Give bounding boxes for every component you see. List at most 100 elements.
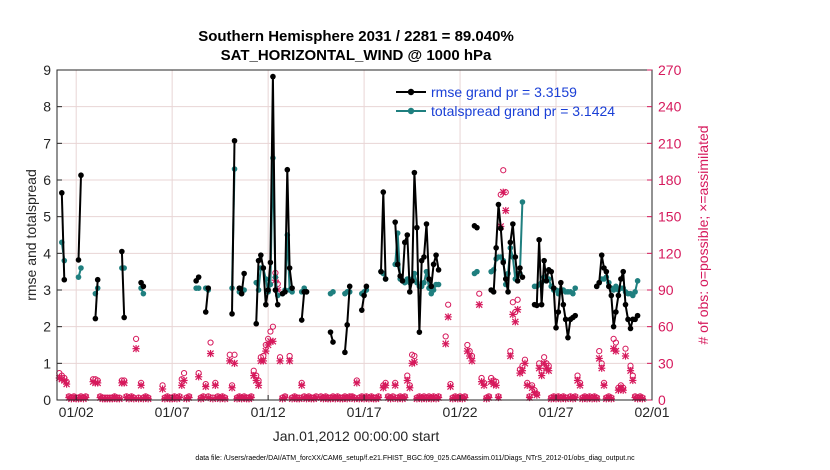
rmse-point bbox=[598, 252, 605, 258]
obs-possible-point bbox=[442, 333, 449, 340]
rmse-point bbox=[512, 254, 519, 260]
rmse-point bbox=[430, 261, 437, 268]
rmse-point bbox=[78, 172, 84, 179]
obs-assimilated-point bbox=[593, 395, 601, 403]
rmse-line-segment bbox=[77, 175, 82, 260]
y-axis-left-label: rmse and totalspread bbox=[23, 169, 39, 301]
legend-rmse-label: rmse grand pr = 3.3159 bbox=[431, 84, 577, 100]
totalspread-point bbox=[519, 199, 526, 205]
obs-assimilated-point bbox=[254, 381, 263, 389]
rmse-point bbox=[378, 268, 384, 275]
left-tick-label: 4 bbox=[43, 245, 51, 261]
obs-assimilated-point bbox=[514, 305, 522, 314]
rmse-point bbox=[497, 225, 504, 232]
left-tick-label: 1 bbox=[43, 355, 51, 371]
obs-assimilated-point bbox=[607, 395, 615, 403]
left-tick-label: 6 bbox=[43, 172, 51, 188]
right-tick-label: 30 bbox=[658, 355, 674, 371]
right-tick-label: 240 bbox=[658, 99, 682, 115]
rmse-line-segment bbox=[394, 171, 440, 334]
obs-assimilated-point bbox=[638, 395, 647, 403]
obs-assimilated-point bbox=[442, 340, 450, 348]
obs-assimilated-point bbox=[195, 373, 203, 381]
rmse-point bbox=[397, 273, 403, 279]
left-tick-label: 5 bbox=[43, 209, 51, 225]
rmse-point bbox=[361, 292, 367, 299]
obs-assimilated-point bbox=[468, 357, 476, 365]
obs-assimilated-point bbox=[410, 358, 418, 366]
obs-assimilated-point bbox=[353, 379, 361, 387]
left-axis-ticks: 0 1 2 3 4 5 6 7 8 9 bbox=[43, 62, 62, 408]
totalspread-point bbox=[75, 274, 82, 280]
obs-assimilated-point bbox=[137, 381, 145, 389]
obs-assimilated-point bbox=[406, 384, 414, 392]
obs-assimilated-point bbox=[595, 354, 603, 363]
rmse-line-segment bbox=[534, 238, 576, 339]
rmse-point bbox=[258, 252, 264, 258]
right-tick-label: 60 bbox=[658, 319, 674, 335]
rmse-point bbox=[416, 329, 423, 335]
rmse-point bbox=[411, 169, 418, 176]
left-tick-label: 7 bbox=[43, 135, 51, 151]
rmse-point bbox=[363, 283, 370, 290]
rmse-point bbox=[195, 274, 202, 280]
rmse-point bbox=[392, 219, 398, 225]
rmse-point bbox=[92, 315, 99, 322]
obs-possible-point bbox=[464, 341, 471, 349]
rmse-line-segment bbox=[490, 203, 524, 293]
rmse-point bbox=[327, 329, 334, 335]
x-tick-label: 01/07 bbox=[155, 404, 190, 420]
rmse-point bbox=[502, 276, 509, 282]
obs-assimilated-point bbox=[598, 364, 606, 372]
rmse-point bbox=[428, 283, 435, 290]
rmse-point bbox=[618, 276, 624, 282]
rmse-line-segment bbox=[281, 168, 294, 295]
right-axis-ticks: 0 30 60 90 120 150 180 210 240 270 bbox=[647, 62, 682, 408]
rmse-point bbox=[627, 325, 634, 332]
rmse-point bbox=[346, 283, 353, 290]
rmse-point bbox=[514, 278, 521, 284]
rmse-point bbox=[265, 287, 271, 293]
chart-title-line2: SAT_HORIZONTAL_WIND @ 1000 hPa bbox=[221, 47, 492, 64]
obs-assimilated-point bbox=[259, 357, 267, 365]
left-tick-label: 0 bbox=[43, 392, 51, 408]
rmse-point bbox=[505, 289, 511, 295]
rmse-point bbox=[517, 265, 523, 271]
rmse-point bbox=[543, 278, 550, 284]
left-tick-label: 2 bbox=[43, 319, 51, 335]
right-tick-label: 150 bbox=[658, 209, 682, 225]
obs-assimilated-point bbox=[211, 381, 219, 389]
rmse-point bbox=[620, 268, 627, 275]
x-tick-label: 01/22 bbox=[443, 404, 478, 420]
rmse-point bbox=[490, 289, 497, 295]
rmse-point bbox=[394, 261, 401, 268]
obs-assimilated-point bbox=[533, 391, 541, 399]
x-tick-label: 01/17 bbox=[347, 404, 382, 420]
left-tick-label: 9 bbox=[43, 62, 51, 78]
obs-possible-point bbox=[541, 354, 548, 361]
obs-assimilated-point bbox=[511, 318, 519, 326]
obs-assimilated-point bbox=[492, 381, 500, 389]
obs-possible-point bbox=[267, 328, 274, 335]
rmse-point bbox=[435, 267, 442, 273]
obs-possible-point bbox=[596, 348, 603, 355]
rmse-point bbox=[119, 248, 125, 255]
obs-assimilated-point bbox=[621, 352, 630, 360]
obs-possible-point bbox=[269, 323, 277, 330]
obs-assimilated-point bbox=[446, 382, 455, 391]
rmse-point bbox=[565, 334, 571, 341]
rmse-point bbox=[401, 239, 408, 246]
obs-possible-point bbox=[622, 345, 629, 352]
obs-assimilated-point bbox=[132, 345, 140, 353]
rmse-point bbox=[399, 278, 406, 284]
rmse-point bbox=[606, 283, 612, 290]
obs-possible-point bbox=[231, 351, 238, 358]
obs-assimilated-point bbox=[499, 188, 507, 196]
obs-assimilated-point bbox=[276, 357, 284, 365]
obs-assimilated-point bbox=[286, 357, 294, 365]
data-file-footer: data file: /Users/raeder/DAI/ATM_forcXX/… bbox=[195, 455, 635, 462]
y-axis-right-label: # of obs: o=possible; ×=assimilated bbox=[695, 125, 711, 344]
rmse-point bbox=[238, 290, 245, 297]
obs-assimilated-point bbox=[619, 386, 627, 394]
